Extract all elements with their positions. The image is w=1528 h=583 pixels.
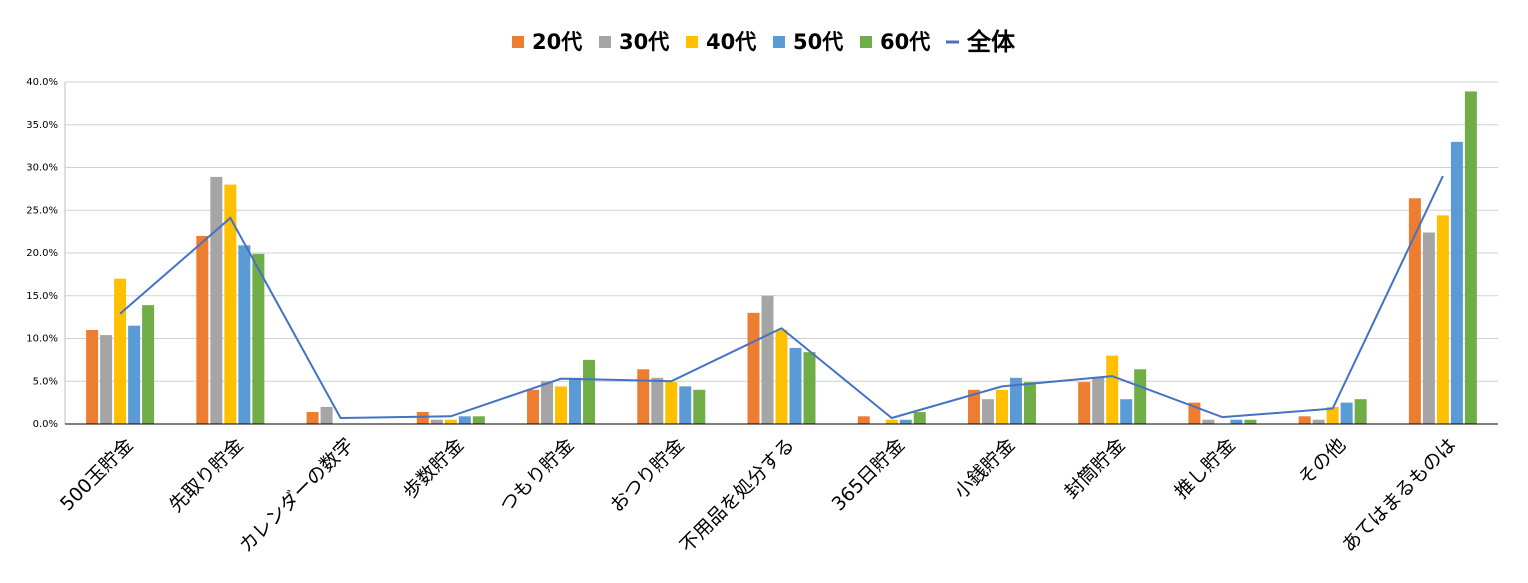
bar <box>1202 419 1215 424</box>
legend-label: 20代 <box>532 30 582 54</box>
x-tick-label: 500玉貯金 <box>56 434 138 516</box>
bar <box>1134 369 1147 424</box>
bar <box>252 253 265 424</box>
x-tick-label: その他 <box>1294 434 1350 490</box>
x-tick-label: 不用品を処分する <box>676 434 799 557</box>
bar <box>1244 419 1257 424</box>
legend-label: 50代 <box>793 30 843 54</box>
y-tick-label: 5.0% <box>33 376 58 387</box>
x-tick-label: カレンダーの数字 <box>235 434 358 557</box>
y-tick-label: 25.0% <box>26 205 58 216</box>
bar <box>142 305 155 424</box>
bar <box>637 369 650 424</box>
bar <box>320 406 333 424</box>
bar <box>1092 377 1105 424</box>
bar <box>995 389 1008 424</box>
bar <box>665 382 678 424</box>
bar <box>1340 402 1353 424</box>
bar <box>899 419 912 424</box>
bar <box>114 278 127 424</box>
bar <box>693 389 706 424</box>
y-tick-label: 20.0% <box>26 248 58 259</box>
y-tick-label: 40.0% <box>26 77 58 88</box>
bar <box>1078 382 1091 424</box>
x-tick-label: つもり貯金 <box>496 434 579 517</box>
bar <box>913 412 926 424</box>
bar <box>1408 198 1421 424</box>
bar <box>885 419 898 424</box>
bar <box>100 335 113 424</box>
bar <box>803 352 816 424</box>
x-tick-label: 365日貯金 <box>828 434 910 516</box>
bar <box>224 184 237 424</box>
bar <box>789 347 802 424</box>
bar <box>306 412 319 424</box>
bar <box>1450 141 1463 424</box>
legend-marker <box>773 36 785 48</box>
bar <box>238 245 251 424</box>
bar <box>541 381 554 424</box>
bar <box>458 416 471 424</box>
x-tick-label: 歩数貯金 <box>399 434 468 503</box>
bar <box>1326 406 1339 424</box>
bar <box>527 389 540 424</box>
line <box>119 175 1444 420</box>
legend-label: 60代 <box>880 30 930 54</box>
bar <box>1009 377 1022 424</box>
legend-label: 全体 <box>966 28 1016 56</box>
bar <box>1436 215 1449 424</box>
bar <box>747 312 760 424</box>
y-tick-label: 35.0% <box>26 120 58 131</box>
y-tick-label: 15.0% <box>26 291 58 302</box>
x-tick-label: 推し貯金 <box>1171 434 1240 503</box>
bar <box>472 416 485 424</box>
bar <box>1312 419 1325 424</box>
bar <box>1354 399 1367 424</box>
bar <box>210 176 223 424</box>
bar <box>569 377 582 424</box>
bar <box>1230 419 1243 424</box>
bar <box>444 419 457 424</box>
x-tick-label: あてはまるものは <box>1338 434 1461 557</box>
y-tick-label: 10.0% <box>26 334 58 345</box>
bar <box>1106 355 1119 424</box>
legend-marker <box>599 36 611 48</box>
bar <box>679 386 692 424</box>
legend-label: 40代 <box>706 30 756 54</box>
y-tick-label: 0.0% <box>33 419 58 430</box>
bar <box>981 399 994 424</box>
bar <box>430 419 443 424</box>
bar <box>1023 382 1036 424</box>
bar <box>555 386 568 424</box>
bar <box>857 416 870 424</box>
y-tick-label: 30.0% <box>26 163 58 174</box>
bar <box>775 329 788 424</box>
bar <box>1120 399 1133 424</box>
legend-marker <box>512 36 524 48</box>
x-tick-label: おつり貯金 <box>606 434 689 517</box>
x-tick-label: 先取り貯金 <box>165 434 248 517</box>
bar <box>128 325 141 424</box>
bar <box>86 329 99 424</box>
bar <box>967 389 980 424</box>
legend-marker <box>860 36 872 48</box>
x-tick-label: 小銭貯金 <box>950 434 1019 503</box>
bar <box>1464 91 1477 424</box>
legend-label: 30代 <box>619 30 669 54</box>
bar <box>1298 416 1311 424</box>
bar <box>416 412 429 424</box>
x-tick-label: 封筒貯金 <box>1060 434 1129 503</box>
bar <box>196 235 209 424</box>
legend-marker <box>686 36 698 48</box>
bar <box>1422 232 1435 424</box>
bar <box>761 295 774 424</box>
bar <box>583 359 596 424</box>
bar <box>651 377 664 424</box>
